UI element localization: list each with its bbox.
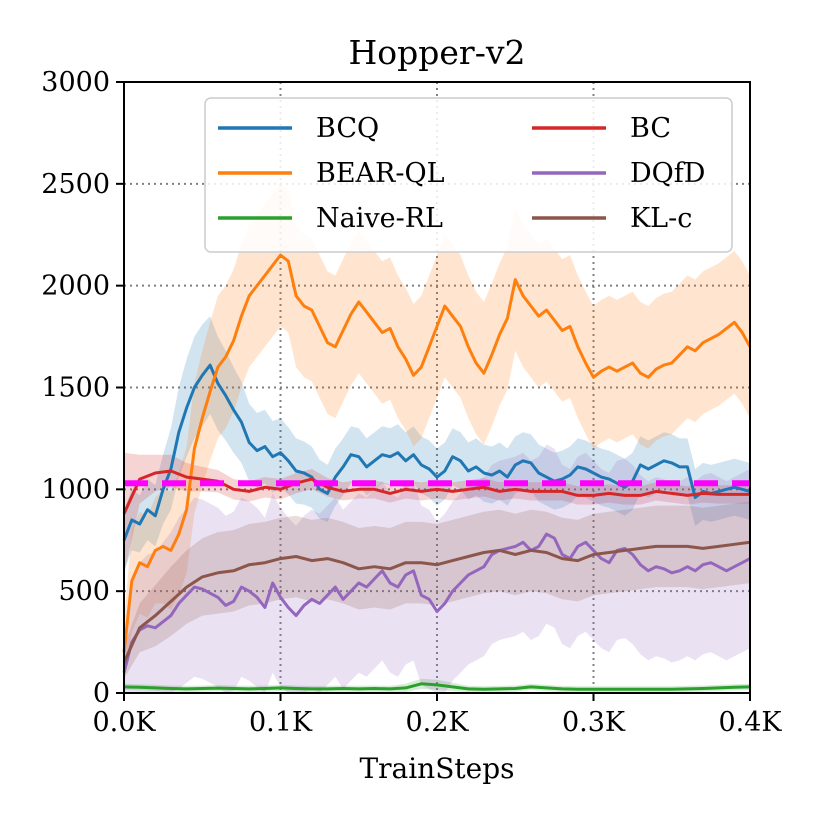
legend-frame [204, 97, 733, 253]
y-tick-label-6: 3000 [41, 67, 110, 98]
legend-label-bear-ql: BEAR-QL [316, 158, 445, 189]
chart-title: Hopper-v2 [349, 33, 526, 72]
x-tick-label-4: 0.4K [718, 707, 782, 738]
series-line-kl-c [122, 540, 751, 664]
y-tick-label-5: 2500 [41, 169, 110, 200]
y-tick-label-2: 1000 [41, 474, 110, 505]
series-line-bcq [122, 363, 751, 541]
axis-ticks: 0.0K 0.1K 0.2K 0.3K 0.4K 0 500 1000 1500 2000 2500… [41, 67, 782, 738]
legend-label-kl-c: KL-c [630, 203, 692, 234]
legend-label-bcq: BCQ [316, 113, 379, 144]
legend-label-naive-rl: Naive-RL [316, 203, 443, 234]
series-lines [122, 253, 752, 691]
y-tick-label-4: 2000 [41, 271, 110, 302]
x-axis-title: TrainSteps [359, 752, 514, 785]
y-tick-label-0: 0 [93, 678, 110, 709]
x-tick-label-3: 0.3K [562, 707, 626, 738]
legend: BCQ BEAR-QL Naive-RL BC DQfD KL-c [204, 97, 733, 253]
legend-entries: BCQ BEAR-QL Naive-RL BC DQfD KL-c [218, 113, 705, 234]
x-tick-label-2: 0.2K [405, 707, 469, 738]
legend-label-dqfd: DQfD [630, 158, 705, 189]
series-line-naive-rl [123, 682, 751, 691]
band-kl-c [124, 501, 750, 679]
legend-label-bc: BC [630, 113, 671, 144]
band-bear-ql [124, 183, 750, 683]
x-tick-label-1: 0.1K [249, 707, 313, 738]
y-tick-label-3: 1500 [41, 373, 110, 404]
series-line-bear-ql [122, 253, 752, 653]
band-dqfd [124, 444, 750, 693]
x-tick-label-0: 0.0K [92, 707, 156, 738]
y-tick-label-1: 500 [58, 576, 110, 607]
series-line-dqfd [122, 532, 751, 673]
series-line-bc [122, 469, 750, 515]
